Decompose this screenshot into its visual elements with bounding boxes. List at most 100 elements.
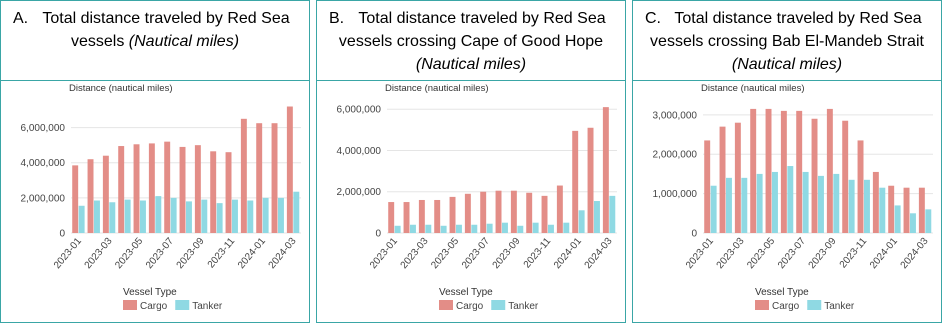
bar — [232, 199, 238, 233]
x-tick-label: 2024-03 — [583, 236, 615, 272]
bar — [572, 130, 579, 233]
bar — [247, 200, 254, 233]
bar — [286, 106, 293, 233]
bar — [394, 225, 401, 233]
x-tick-label: 2023-11 — [522, 236, 554, 271]
y-tick-label: 4,000,000 — [21, 158, 66, 169]
x-tick-label: 2024-03 — [899, 236, 931, 272]
x-tick-label: 2023-05 — [745, 236, 777, 272]
bar — [888, 185, 895, 233]
bar — [848, 179, 855, 233]
panel-label: C. — [645, 10, 661, 27]
bar — [532, 222, 539, 233]
y-tick-label: 6,000,000 — [337, 105, 382, 116]
bar — [526, 192, 533, 233]
bar — [118, 146, 125, 233]
bar — [833, 173, 840, 233]
legend-title: Vessel Type — [123, 287, 177, 298]
bar — [556, 185, 563, 233]
legend-swatch — [807, 300, 822, 310]
bar — [587, 127, 594, 233]
x-tick-label: 2023-11 — [206, 236, 238, 271]
bar — [517, 225, 524, 233]
bar — [594, 201, 600, 233]
bar — [541, 195, 548, 233]
bar — [480, 191, 487, 233]
x-tick-label: 2023-09 — [807, 236, 839, 272]
x-tick-label: 2023-03 — [715, 236, 747, 272]
bar — [94, 200, 100, 233]
panel-header: B. Total distance traveled by Red Sea ve… — [317, 1, 625, 81]
bar — [403, 202, 410, 233]
bar — [741, 177, 748, 233]
chart: Distance (nautical miles) 0 2,000,000 4,000… — [21, 83, 301, 312]
bar — [872, 171, 879, 233]
bar — [602, 107, 609, 233]
legend-label: Tanker — [508, 301, 539, 312]
x-tick-label: 2023-07 — [460, 236, 492, 272]
panel-subtitle: (Nautical miles) — [731, 56, 843, 73]
bar — [449, 196, 456, 233]
bar — [918, 187, 925, 233]
panel-subtitle: (Nautical miles) — [415, 56, 527, 73]
bar — [471, 224, 478, 233]
y-tick-label: 0 — [691, 229, 697, 240]
bar — [811, 118, 818, 233]
bar — [486, 223, 493, 233]
bar — [87, 159, 94, 233]
x-tick-label: 2024-01 — [236, 236, 268, 272]
bar — [750, 108, 757, 233]
bar — [456, 224, 462, 233]
panel-subtitle: (Nautical miles) — [128, 33, 240, 50]
bar — [578, 210, 585, 233]
bar — [734, 122, 741, 233]
y-tick-label: 0 — [59, 229, 65, 240]
bar — [278, 197, 284, 233]
bar — [510, 190, 517, 233]
bar — [201, 199, 208, 233]
y-tick-label: 2,000,000 — [653, 150, 698, 161]
bar — [262, 197, 269, 233]
bar — [293, 191, 300, 233]
panel-title: Total distance traveled by Red Sea vesse… — [650, 10, 924, 50]
x-tick-label: 2023-05 — [113, 236, 145, 272]
bar — [256, 123, 263, 233]
y-tick-label: 2,000,000 — [21, 193, 66, 204]
panel: B. Total distance traveled by Red Sea ve… — [316, 0, 626, 323]
x-tick-label: 2024-01 — [552, 236, 584, 272]
bar — [842, 120, 849, 233]
bar — [388, 202, 395, 233]
bar — [194, 145, 201, 233]
bar — [72, 165, 79, 233]
bar — [903, 187, 910, 233]
bar — [216, 203, 223, 233]
y-tick-label: 6,000,000 — [21, 123, 66, 134]
bar — [495, 190, 502, 233]
legend-label: Tanker — [192, 301, 223, 312]
bar — [726, 177, 732, 233]
bar — [879, 187, 886, 233]
panel-header: A. Total distance traveled by Red Sea ve… — [1, 1, 309, 81]
panel: C. Total distance traveled by Red Sea ve… — [632, 0, 942, 323]
y-tick-label: 3,000,000 — [653, 110, 698, 121]
bar — [179, 146, 186, 233]
y-axis-label: Distance (nautical miles) — [385, 83, 488, 94]
chart: Distance (nautical miles) 0 2,000,000 4,000… — [337, 83, 617, 312]
x-tick-label: 2023-03 — [399, 236, 431, 272]
bar — [210, 151, 217, 233]
legend-label: Cargo — [140, 301, 168, 312]
bar — [710, 185, 717, 233]
panel: A. Total distance traveled by Red Sea ve… — [0, 0, 310, 323]
bar — [109, 202, 116, 233]
bar — [410, 224, 416, 233]
bar — [170, 197, 177, 233]
legend-label: Tanker — [824, 301, 855, 312]
y-axis-label: Distance (nautical miles) — [69, 83, 172, 94]
x-tick-label: 2023-05 — [429, 236, 461, 272]
legend-swatch — [175, 300, 190, 310]
x-tick-label: 2023-11 — [838, 236, 870, 271]
legend-swatch — [491, 300, 506, 310]
x-tick-label: 2023-01 — [368, 236, 400, 272]
legend-swatch — [123, 300, 137, 310]
